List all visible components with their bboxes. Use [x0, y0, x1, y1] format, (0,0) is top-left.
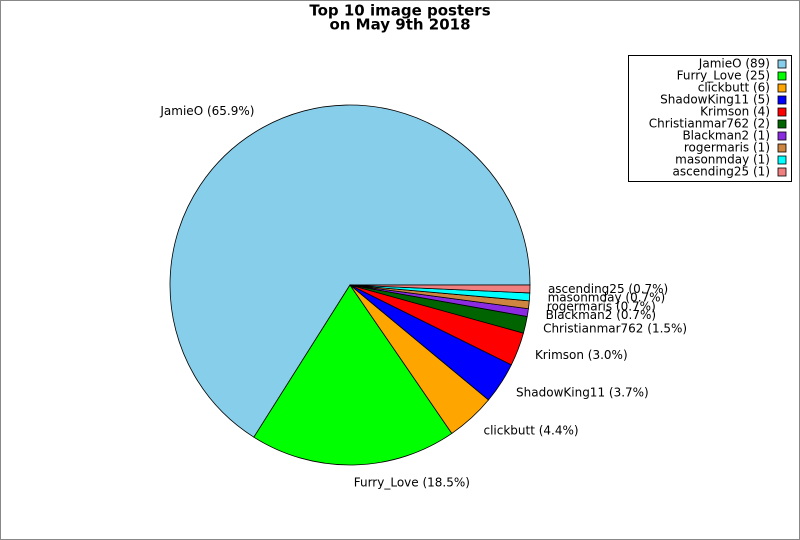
legend-label: ascending25 (1): [673, 165, 770, 179]
slice-label: Furry_Love (18.5%): [354, 475, 470, 489]
slice-label: rogermaris (0.7%): [547, 299, 656, 313]
slice-label: clickbutt (4.4%): [483, 424, 578, 438]
legend-swatch: [777, 131, 787, 141]
legend-label: rogermaris (1): [684, 141, 770, 155]
pie-slice: [253, 284, 453, 466]
pie-slice: [169, 104, 531, 438]
legend-swatch: [777, 95, 787, 105]
slice-label: JamieO (65.9%): [159, 104, 254, 118]
legend-label: masonmday (1): [675, 153, 770, 167]
chart-title: Top 10 image posters: [309, 2, 490, 20]
legend-swatch: [777, 107, 787, 117]
legend-label: ShadowKing11 (5): [660, 93, 770, 107]
slice-label: Krimson (3.0%): [535, 348, 628, 362]
slice-label: masonmday (0.7%): [548, 291, 666, 305]
legend-swatch: [777, 143, 787, 153]
slice-label: ShadowKing11 (3.7%): [516, 385, 649, 399]
slice-label: Christianmar762 (1.5%): [543, 321, 687, 335]
legend-swatch: [777, 59, 787, 69]
pie-slice: [349, 284, 531, 294]
slice-label: ascending25 (0.7%): [548, 282, 668, 296]
legend-label: Blackman2 (1): [682, 129, 770, 143]
legend-label: Furry_Love (25): [677, 69, 770, 83]
slice-label: Blackman2 (0.7%): [546, 308, 656, 322]
chart-subtitle: on May 9th 2018: [329, 16, 470, 34]
legend-label: clickbutt (6): [698, 81, 770, 95]
legend-label: Krimson (4): [700, 105, 770, 119]
legend-label: Christianmar762 (2): [649, 117, 770, 131]
legend-swatch: [777, 83, 787, 93]
legend-box: [628, 55, 792, 182]
legend-label: JamieO (89): [698, 57, 770, 71]
legend-swatch: [777, 119, 787, 129]
legend-swatch: [777, 155, 787, 165]
legend-swatch: [777, 167, 787, 177]
legend-swatch: [777, 71, 787, 81]
